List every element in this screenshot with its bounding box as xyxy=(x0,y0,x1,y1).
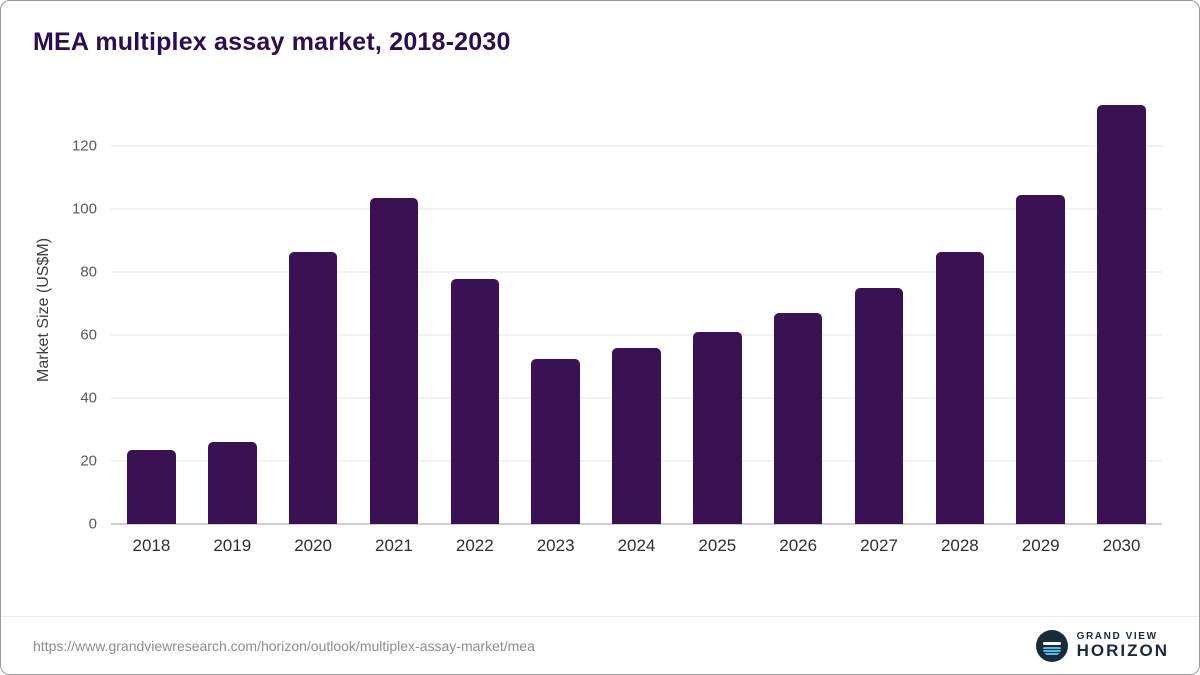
x-tick-label-2030: 2030 xyxy=(1102,536,1141,555)
bar-2026 xyxy=(773,313,823,524)
bar-column-2027 xyxy=(839,96,920,524)
horizon-sun-icon xyxy=(1035,629,1068,662)
bar-column-2029 xyxy=(1000,96,1081,524)
x-tick-label-2029: 2029 xyxy=(1021,536,1060,555)
y-tick-label-20: 20 xyxy=(80,452,97,470)
brand-logo: GRAND VIEW HORIZON xyxy=(1035,629,1169,662)
gridline-80 xyxy=(111,271,1162,273)
gridline-100 xyxy=(111,208,1162,210)
bar-column-2022 xyxy=(434,96,515,524)
x-tick-label-2019: 2019 xyxy=(213,536,252,555)
bar-2022 xyxy=(450,278,500,524)
x-tick-label-2023: 2023 xyxy=(536,536,575,555)
y-tick-label-40: 40 xyxy=(80,389,97,407)
x-axis-labels: 2018 2019 2020 2021 2022 2023 2024 2025 2026 2027… xyxy=(111,530,1162,556)
bar-2024 xyxy=(612,347,661,524)
gridline-60 xyxy=(111,334,1162,336)
x-tick-label-2020: 2020 xyxy=(294,536,333,555)
source-url: https://www.grandviewresearch.com/horizo… xyxy=(33,637,535,654)
bar-column-2028 xyxy=(919,96,1000,524)
bar-2021 xyxy=(369,198,419,524)
chart-title: MEA multiplex assay market, 2018-2030 xyxy=(33,28,511,56)
bars xyxy=(111,96,1162,524)
bar-2028 xyxy=(935,251,985,524)
bar-2027 xyxy=(854,287,904,524)
bar-column-2021 xyxy=(354,96,435,524)
bar-2018 xyxy=(127,450,176,524)
bar-column-2018 xyxy=(111,96,192,524)
bar-column-2020 xyxy=(273,96,354,524)
bar-chart: Market Size (US$M) 0 20 40 60 80 100 120 2018 2… xyxy=(31,96,1164,556)
bar-column-2025 xyxy=(677,96,758,524)
bar-2029 xyxy=(1016,195,1065,524)
x-tick-label-2022: 2022 xyxy=(455,536,494,555)
bar-column-2024 xyxy=(596,96,677,524)
bar-column-2030 xyxy=(1081,96,1162,524)
y-tick-label-100: 100 xyxy=(71,200,97,218)
horizon-glow xyxy=(1042,641,1061,645)
gridline-0 xyxy=(111,523,1162,525)
bar-2025 xyxy=(693,332,742,524)
x-tick-label-2018: 2018 xyxy=(132,536,171,555)
footer: https://www.grandviewresearch.com/horizo… xyxy=(1,616,1199,674)
bar-column-2023 xyxy=(515,96,596,524)
bar-2020 xyxy=(288,251,338,524)
brand-name-bottom: HORIZON xyxy=(1076,640,1169,660)
bar-column-2019 xyxy=(192,96,273,524)
x-tick-label-2026: 2026 xyxy=(779,536,818,555)
gridline-120 xyxy=(111,145,1162,147)
y-tick-label-60: 60 xyxy=(80,326,97,344)
y-tick-label-80: 80 xyxy=(80,263,97,281)
bar-2030 xyxy=(1097,105,1146,524)
x-tick-label-2027: 2027 xyxy=(860,536,898,555)
y-axis-title: Market Size (US$M) xyxy=(35,237,52,383)
bar-column-2026 xyxy=(758,96,839,524)
x-tick-label-2024: 2024 xyxy=(617,536,656,555)
brand-text: GRAND VIEW HORIZON xyxy=(1077,631,1169,661)
y-tick-label-120: 120 xyxy=(71,137,97,155)
x-tick-label-2025: 2025 xyxy=(698,536,737,555)
bar-2019 xyxy=(208,442,257,524)
y-axis-labels: 0 20 40 60 80 100 120 xyxy=(57,96,105,533)
brand-name-top: GRAND VIEW xyxy=(1076,630,1158,642)
horizon-water xyxy=(1042,646,1061,656)
y-tick-label-0: 0 xyxy=(88,515,97,533)
plot-area xyxy=(111,96,1162,525)
x-tick-label-2028: 2028 xyxy=(940,536,979,555)
bar-2023 xyxy=(531,358,580,524)
x-tick-label-2021: 2021 xyxy=(375,536,413,555)
